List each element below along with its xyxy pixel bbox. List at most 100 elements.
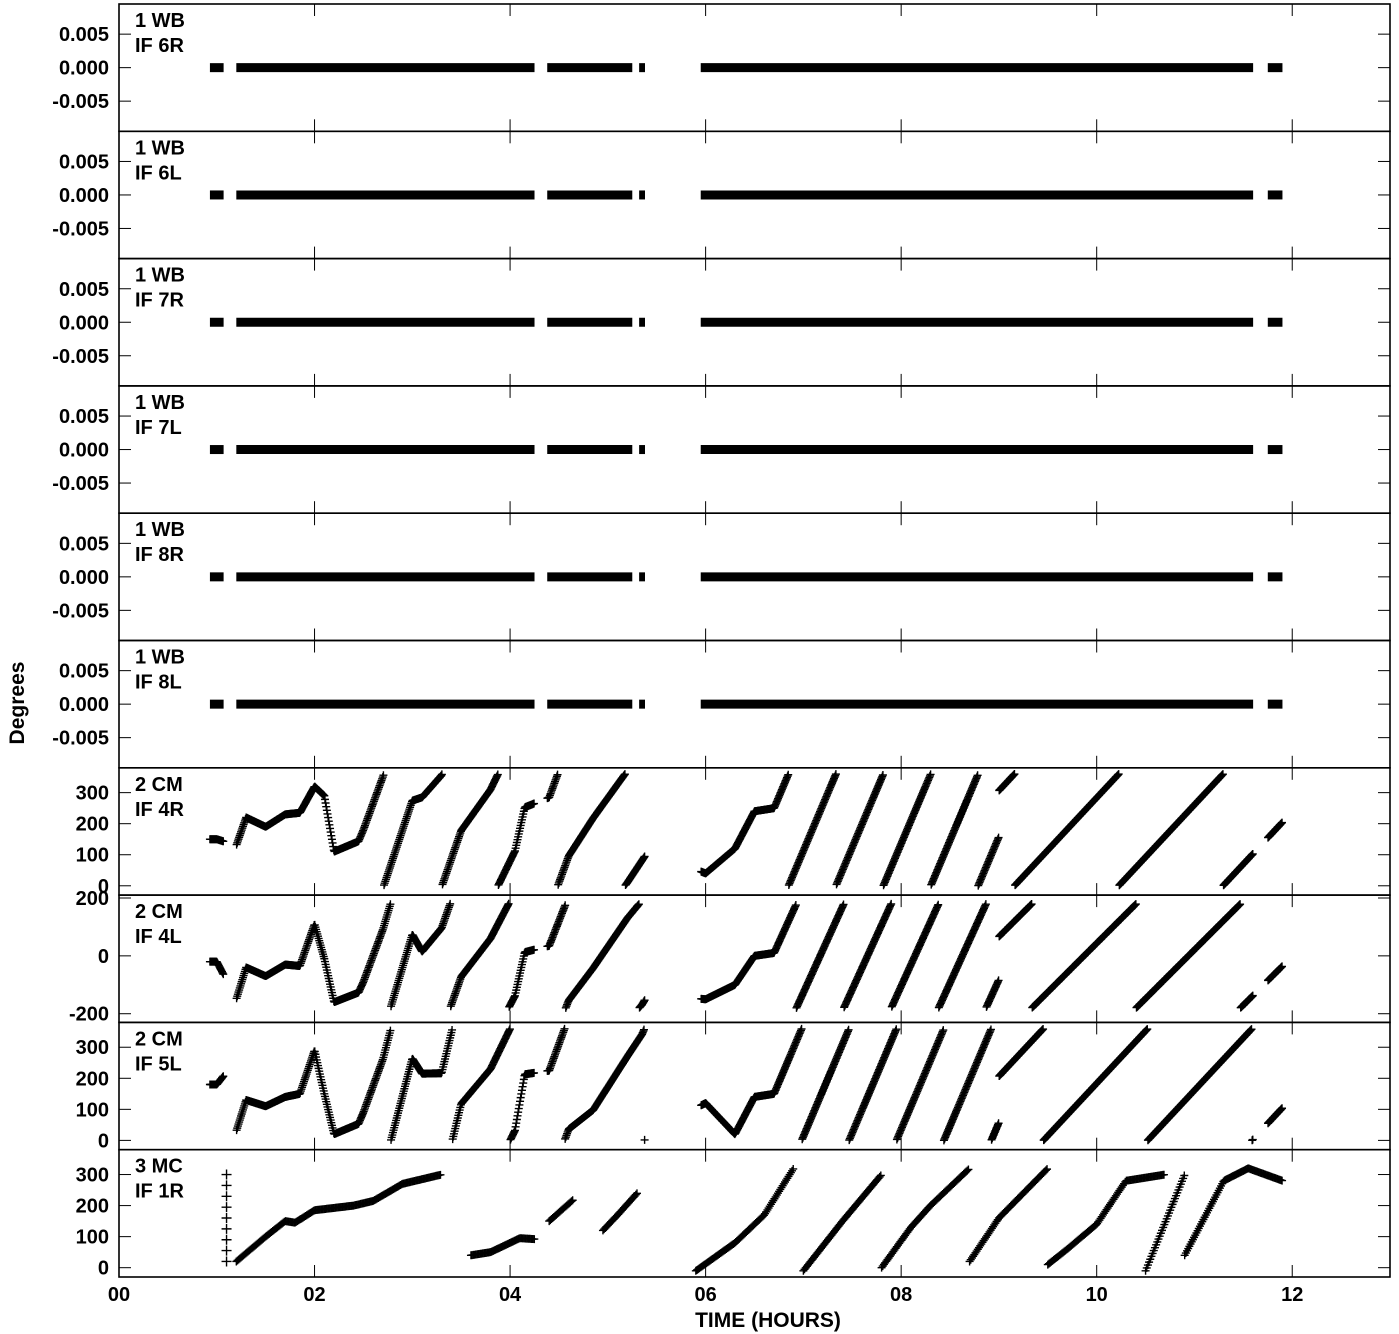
y-tick-label: 0.005: [59, 661, 109, 683]
y-tick-label: 0.000: [59, 694, 109, 716]
y-tick-label: 100: [76, 845, 109, 867]
data-point: [640, 852, 649, 861]
y-tick-label: 0.000: [59, 58, 109, 80]
data-point: [934, 900, 943, 909]
y-tick-label: 0: [98, 1130, 109, 1152]
panel-label-baseline: 1 WB: [135, 137, 185, 159]
y-tick-label: 0.000: [59, 567, 109, 589]
panel-1: 0.005 0.000 -0.005 1 WB IF 6R: [52, 3, 1391, 133]
panel-label-if: IF 6R: [135, 35, 184, 57]
y-tick-label: 300: [76, 1165, 109, 1187]
panel-label-baseline: 2 CM: [135, 1028, 183, 1050]
data-point: [1278, 818, 1287, 827]
y-tick-label: 0.000: [59, 440, 109, 462]
data-point: [504, 899, 513, 908]
y-tick-label: 100: [76, 1227, 109, 1249]
data-point: [1218, 770, 1227, 779]
panel-7: 300 200 100 0 2 CM IF 4R: [76, 766, 1391, 898]
panel-label-baseline: 1 WB: [135, 10, 185, 32]
panel-label-baseline: 1 WB: [135, 519, 185, 541]
data-point: [620, 770, 629, 779]
data-points: [205, 1024, 1287, 1145]
data-points: [205, 899, 1287, 1012]
y-tick-label: 200: [76, 888, 109, 910]
data-point: [784, 770, 793, 779]
data-point: [1248, 991, 1257, 1000]
data-point: [1236, 900, 1245, 909]
data-point: [887, 899, 896, 908]
y-tick-label: -200: [69, 1004, 109, 1026]
data-point: [839, 900, 848, 909]
y-tick-label: 0: [98, 946, 109, 968]
data-point: [640, 1135, 649, 1144]
y-tick-label: 0.005: [59, 151, 109, 173]
y-tick-label: 200: [76, 814, 109, 836]
y-tick-label: -0.005: [52, 473, 109, 495]
chart-panels: 0.005 0.000 -0.005 1 WB IF 6R 0.005 0.000 -0.00…: [52, 3, 1391, 1280]
y-tick-label: 200: [76, 1196, 109, 1218]
y-tick-label: 0.005: [59, 279, 109, 301]
y-tick-label: -0.005: [52, 728, 109, 750]
y-tick-label: 0.005: [59, 24, 109, 46]
y-tick-label: 100: [76, 1099, 109, 1121]
panel-label-baseline: 3 MC: [135, 1156, 183, 1178]
data-point: [219, 837, 228, 846]
panel-10: 300 200 100 0 3 MC IF 1R: [76, 1148, 1391, 1280]
data-point: [530, 799, 539, 808]
data-point: [973, 771, 982, 780]
y-tick-label: -0.005: [52, 91, 109, 113]
data-point: [530, 945, 539, 954]
data-point: [926, 770, 935, 779]
data-point: [446, 899, 455, 908]
data-point: [386, 900, 395, 909]
y-tick-label: 300: [76, 783, 109, 805]
panel-label-baseline: 1 WB: [135, 647, 185, 669]
panel-label-if: IF 5L: [135, 1053, 182, 1075]
y-tick-label: -0.005: [52, 218, 109, 240]
y-tick-label: 0: [98, 876, 109, 898]
data-point: [981, 900, 990, 909]
data-points: [221, 1164, 1287, 1275]
data-point: [1114, 770, 1123, 779]
data-points: [205, 770, 1287, 890]
data-point: [386, 1026, 395, 1035]
y-tick-label: 0.000: [59, 312, 109, 334]
panel-label-baseline: 1 WB: [135, 392, 185, 414]
panel-label-if: IF 1R: [135, 1181, 184, 1203]
data-point: [1248, 849, 1257, 858]
data-point: [219, 970, 228, 979]
panel-label-if: IF 6L: [135, 162, 182, 184]
panel-8: 200 0 -200 2 CM IF 4L: [69, 888, 1391, 1026]
y-tick-label: -0.005: [52, 600, 109, 622]
y-tick-label: 0: [98, 1258, 109, 1280]
data-point: [1278, 962, 1287, 971]
panel-label-if: IF 4R: [135, 799, 184, 821]
data-point: [634, 900, 643, 909]
data-point: [448, 1025, 457, 1034]
data-point: [1010, 770, 1019, 779]
data-point: [831, 770, 840, 779]
panel-frame: [118, 766, 1391, 896]
data-point: [1248, 1135, 1257, 1144]
panel-label-baseline: 1 WB: [135, 265, 185, 287]
panel-label-if: IF 8R: [135, 544, 184, 566]
data-point: [1027, 900, 1036, 909]
data-point: [437, 770, 446, 779]
panel-label-if: IF 4L: [135, 926, 182, 948]
panel-label-baseline: 2 CM: [135, 774, 183, 796]
data-point: [493, 770, 502, 779]
data-point: [994, 833, 1003, 842]
panel-label-if: IF 7L: [135, 417, 182, 439]
data-point: [994, 976, 1003, 985]
data-point: [553, 770, 562, 779]
data-point: [561, 901, 570, 910]
data-point: [791, 901, 800, 910]
panel-label-baseline: 2 CM: [135, 901, 183, 923]
data-point: [219, 1072, 228, 1081]
y-tick-label: -0.005: [52, 346, 109, 368]
y-tick-label: 300: [76, 1037, 109, 1059]
